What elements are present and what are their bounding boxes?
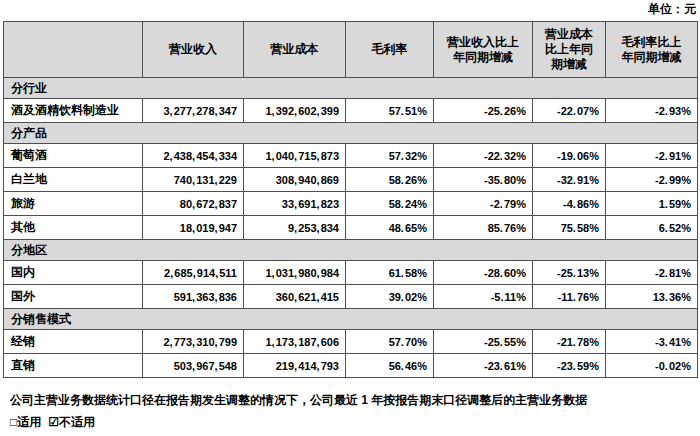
value-cell: 503, 967, 548 (143, 354, 244, 378)
value-cell: 360, 621, 415 (244, 285, 346, 309)
value-cell: 2, 773, 310, 799 (143, 330, 244, 354)
value-cell: 48. 65% (346, 216, 434, 240)
value-cell: -23. 61% (434, 354, 533, 378)
value-cell: 61. 58% (346, 261, 434, 285)
table-row: 经销 2, 773, 310, 799 1, 173, 187, 606 57.… (4, 330, 698, 354)
value-cell: 56. 46% (346, 354, 434, 378)
value-cell: -23. 59% (533, 354, 606, 378)
table-row: 白兰地 740, 131, 229 308, 940, 869 58. 26% … (4, 168, 698, 192)
row-label: 酒及酒精饮料制造业 (4, 99, 143, 123)
value-cell: 2, 685, 914, 511 (143, 261, 244, 285)
checkbox-not-applicable-label: 不适用 (59, 415, 95, 429)
section-row-sales-model: 分销售模式 (4, 309, 698, 330)
value-cell: -3. 41% (606, 330, 698, 354)
value-cell: 219, 414, 793 (244, 354, 346, 378)
col-header-cost: 营业成本 (244, 22, 346, 78)
table-row: 国外 591, 363, 836 360, 621, 415 39. 02% -… (4, 285, 698, 309)
value-cell: -11. 76% (533, 285, 606, 309)
value-cell: 13. 36% (606, 285, 698, 309)
value-cell: 9, 253, 834 (244, 216, 346, 240)
value-cell: 1, 392, 602, 399 (244, 99, 346, 123)
footnote: 公司主营业务数据统计口径在报告期发生调整的情况下，公司最近 1 年按报告期末口径… (10, 392, 587, 409)
checkbox-checked-icon: ☑ (48, 415, 59, 429)
col-header-margin-yoy: 毛利率比上 年同期增减 (606, 22, 698, 78)
value-cell: 85. 76% (434, 216, 533, 240)
value-cell: 591, 363, 836 (143, 285, 244, 309)
value-cell: 58. 24% (346, 192, 434, 216)
row-label: 白兰地 (4, 168, 143, 192)
checkbox-applicable[interactable]: □适用 (10, 415, 41, 429)
col-header-revenue: 营业收入 (143, 22, 244, 78)
value-cell: 740, 131, 229 (143, 168, 244, 192)
report-page: 单位：元 营业收入 营业成本 毛利率 营业收入比上 年同期增减 营业成本 比上年… (0, 0, 700, 436)
value-cell: 33, 691, 823 (244, 192, 346, 216)
row-label: 旅游 (4, 192, 143, 216)
table-row: 其他 18, 019, 947 9, 253, 834 48. 65% 85. … (4, 216, 698, 240)
row-label: 直销 (4, 354, 143, 378)
value-cell: 75. 58% (533, 216, 606, 240)
value-cell: -25. 55% (434, 330, 533, 354)
value-cell: 1, 031, 980, 984 (244, 261, 346, 285)
value-cell: 57. 70% (346, 330, 434, 354)
value-cell: -32. 91% (533, 168, 606, 192)
value-cell: 18, 019, 947 (143, 216, 244, 240)
checkbox-applicable-label: 适用 (17, 415, 41, 429)
value-cell: 1. 59% (606, 192, 698, 216)
value-cell: 2, 438, 454, 334 (143, 144, 244, 168)
col-header-gross-margin: 毛利率 (346, 22, 434, 78)
value-cell: -2. 93% (606, 99, 698, 123)
value-cell: -2. 81% (606, 261, 698, 285)
table-row: 直销 503, 967, 548 219, 414, 793 56. 46% -… (4, 354, 698, 378)
value-cell: 6. 52% (606, 216, 698, 240)
value-cell: -5. 11% (434, 285, 533, 309)
section-header: 分地区 (4, 240, 698, 261)
applicability-row: □适用 ☑不适用 (10, 414, 102, 431)
section-row-industry: 分行业 (4, 78, 698, 99)
table-header-row: 营业收入 营业成本 毛利率 营业收入比上 年同期增减 营业成本 比上年同 期增减… (4, 22, 698, 78)
value-cell: -35. 80% (434, 168, 533, 192)
value-cell: 39. 02% (346, 285, 434, 309)
table-row: 旅游 80, 672, 837 33, 691, 823 58. 24% -2.… (4, 192, 698, 216)
value-cell: -2. 99% (606, 168, 698, 192)
unit-label: 单位：元 (648, 1, 696, 18)
section-header: 分行业 (4, 78, 698, 99)
value-cell: 1, 040, 715, 873 (244, 144, 346, 168)
value-cell: -2. 91% (606, 144, 698, 168)
value-cell: 1, 173, 187, 606 (244, 330, 346, 354)
value-cell: -4. 86% (533, 192, 606, 216)
value-cell: -21. 78% (533, 330, 606, 354)
value-cell: -25. 26% (434, 99, 533, 123)
col-header-revenue-yoy: 营业收入比上 年同期增减 (434, 22, 533, 78)
table-row: 葡萄酒 2, 438, 454, 334 1, 040, 715, 873 57… (4, 144, 698, 168)
value-cell: 80, 672, 837 (143, 192, 244, 216)
section-row-product: 分产品 (4, 123, 698, 144)
section-row-region: 分地区 (4, 240, 698, 261)
value-cell: 58. 26% (346, 168, 434, 192)
row-label: 经销 (4, 330, 143, 354)
row-label: 国外 (4, 285, 143, 309)
value-cell: -0. 02% (606, 354, 698, 378)
value-cell: -28. 60% (434, 261, 533, 285)
value-cell: -25. 13% (533, 261, 606, 285)
main-business-table: 营业收入 营业成本 毛利率 营业收入比上 年同期增减 营业成本 比上年同 期增减… (3, 21, 698, 378)
value-cell: 308, 940, 869 (244, 168, 346, 192)
col-header-blank (4, 22, 143, 78)
value-cell: 57. 32% (346, 144, 434, 168)
value-cell: -2. 79% (434, 192, 533, 216)
table-row: 国内 2, 685, 914, 511 1, 031, 980, 984 61.… (4, 261, 698, 285)
value-cell: 3, 277, 278, 347 (143, 99, 244, 123)
value-cell: -19. 06% (533, 144, 606, 168)
value-cell: 57. 51% (346, 99, 434, 123)
checkbox-not-applicable[interactable]: ☑不适用 (48, 415, 95, 429)
value-cell: -22. 07% (533, 99, 606, 123)
section-header: 分产品 (4, 123, 698, 144)
col-header-cost-yoy: 营业成本 比上年同 期增减 (533, 22, 606, 78)
row-label: 葡萄酒 (4, 144, 143, 168)
row-label: 国内 (4, 261, 143, 285)
table-row: 酒及酒精饮料制造业 3, 277, 278, 347 1, 392, 602, … (4, 99, 698, 123)
row-label: 其他 (4, 216, 143, 240)
value-cell: -22. 32% (434, 144, 533, 168)
section-header: 分销售模式 (4, 309, 698, 330)
